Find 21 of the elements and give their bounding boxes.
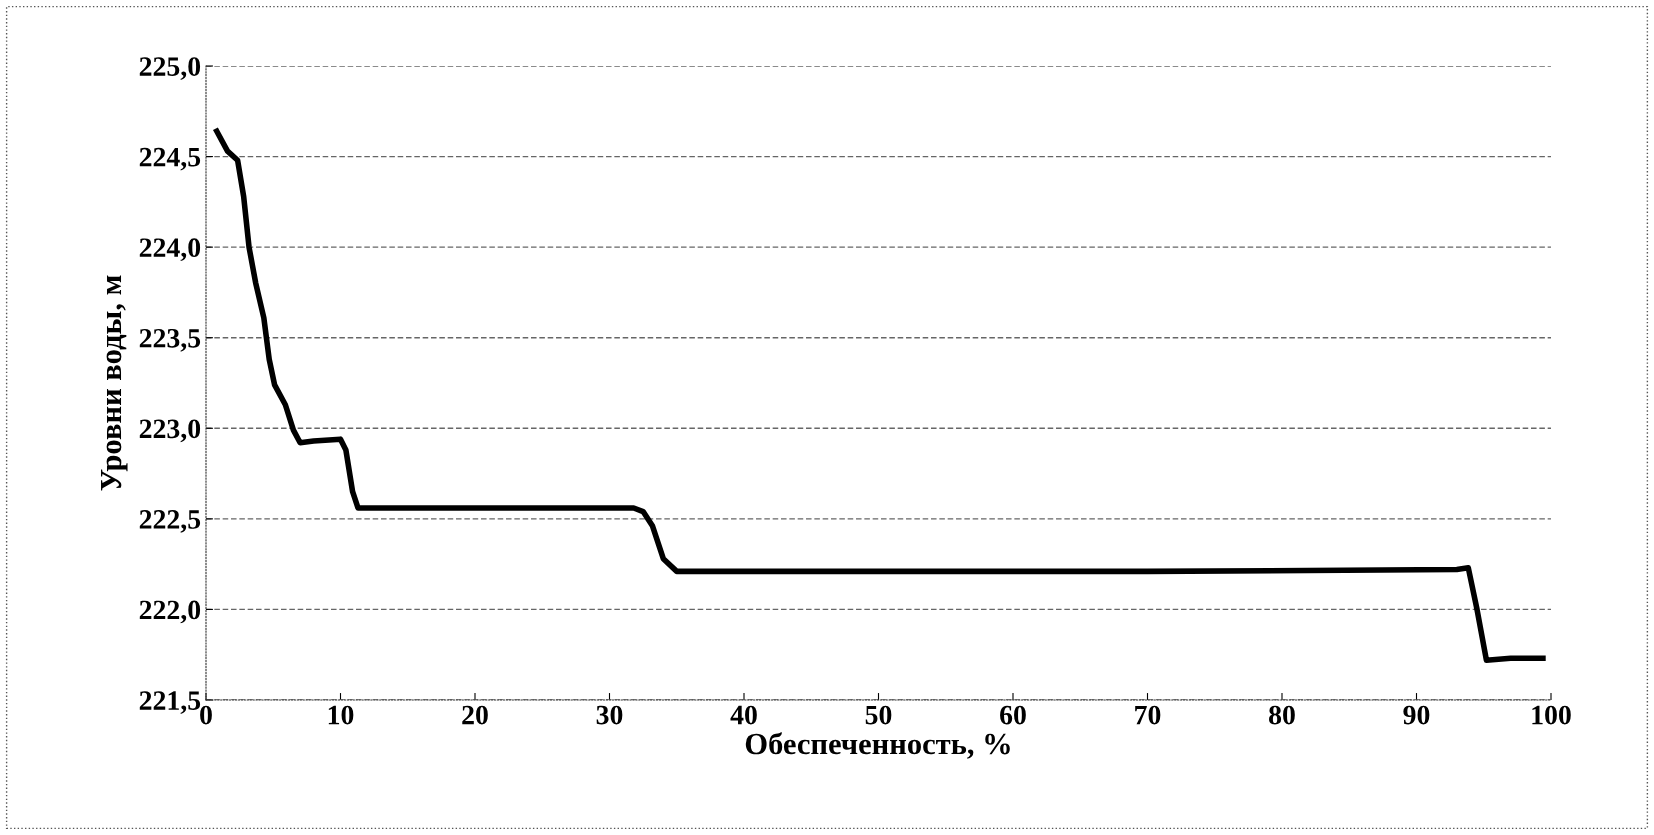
y-tick-label: 221,5 xyxy=(139,691,201,714)
y-tick-label: 224,0 xyxy=(139,238,201,262)
y-axis-title: Уровни воды, м xyxy=(101,275,128,491)
x-tick-label: 80 xyxy=(1269,705,1295,725)
x-tick-label: 70 xyxy=(1135,705,1161,725)
y-tick-label: 223,5 xyxy=(139,328,201,352)
y-tick-label: 222,0 xyxy=(139,600,201,624)
x-tick-label: 20 xyxy=(462,705,488,725)
x-tick-label: 30 xyxy=(596,705,623,725)
y-tick-label: 225,0 xyxy=(139,57,201,80)
x-tick-label: 10 xyxy=(328,705,354,725)
y-tick-label: 222,5 xyxy=(139,510,201,533)
x-tick-label: 40 xyxy=(730,705,757,725)
y-tick-label: 224,5 xyxy=(139,147,201,171)
x-tick-label: 50 xyxy=(865,705,892,725)
x-tick-label: 100 xyxy=(1532,705,1571,725)
y-tick-label: 223,0 xyxy=(139,419,201,443)
x-tick-label: 90 xyxy=(1403,705,1430,725)
x-axis-title: Обеспеченность, % xyxy=(745,732,1010,759)
x-tick-label: 60 xyxy=(1000,705,1026,725)
x-tick-label: 0 xyxy=(200,705,212,725)
